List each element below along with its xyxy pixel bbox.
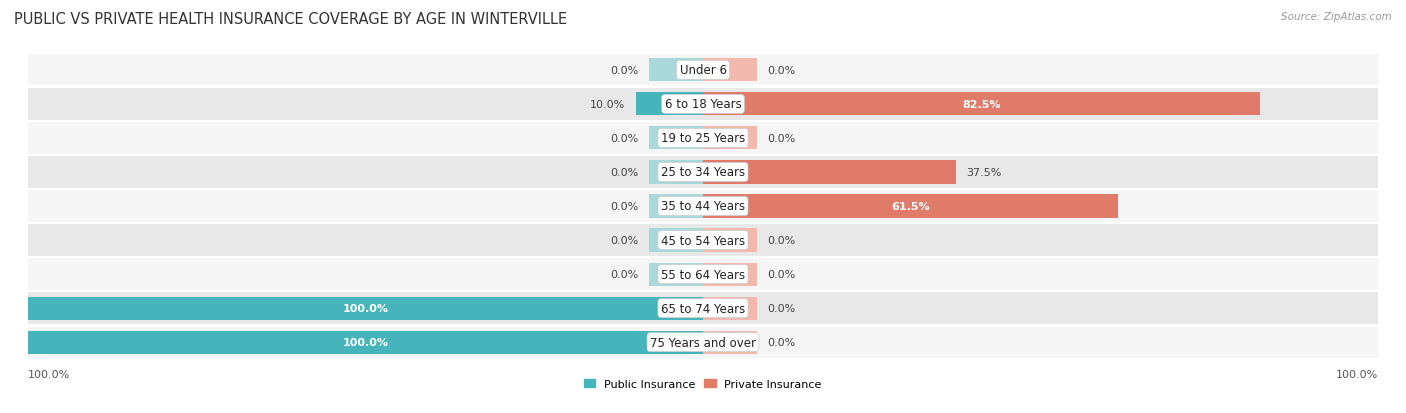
Text: 0.0%: 0.0% <box>768 269 796 280</box>
Bar <box>650 229 703 252</box>
Text: 0.0%: 0.0% <box>610 235 638 245</box>
Bar <box>28 89 1378 120</box>
Text: 19 to 25 Years: 19 to 25 Years <box>661 132 745 145</box>
Text: 100.0%: 100.0% <box>343 337 388 347</box>
Text: 25 to 34 Years: 25 to 34 Years <box>661 166 745 179</box>
Bar <box>28 191 1378 222</box>
Bar <box>28 259 1378 290</box>
Bar <box>28 55 1378 86</box>
Bar <box>650 263 703 286</box>
Bar <box>28 225 1378 256</box>
Text: 100.0%: 100.0% <box>343 304 388 313</box>
Text: 0.0%: 0.0% <box>768 337 796 347</box>
Bar <box>703 127 756 150</box>
Text: 0.0%: 0.0% <box>768 66 796 76</box>
Bar <box>650 59 703 82</box>
Text: PUBLIC VS PRIVATE HEALTH INSURANCE COVERAGE BY AGE IN WINTERVILLE: PUBLIC VS PRIVATE HEALTH INSURANCE COVER… <box>14 12 567 27</box>
Text: 55 to 64 Years: 55 to 64 Years <box>661 268 745 281</box>
Text: 6 to 18 Years: 6 to 18 Years <box>665 98 741 111</box>
Text: 37.5%: 37.5% <box>966 168 1001 178</box>
Text: Under 6: Under 6 <box>679 64 727 77</box>
Text: 0.0%: 0.0% <box>610 133 638 144</box>
Bar <box>28 157 1378 188</box>
Bar <box>703 195 1118 218</box>
Bar <box>650 161 703 184</box>
Text: 100.0%: 100.0% <box>1336 370 1378 380</box>
Text: 82.5%: 82.5% <box>962 100 1001 109</box>
Bar <box>703 93 1260 116</box>
Text: 0.0%: 0.0% <box>768 235 796 245</box>
Text: 100.0%: 100.0% <box>28 370 70 380</box>
Bar <box>703 59 756 82</box>
Text: 45 to 54 Years: 45 to 54 Years <box>661 234 745 247</box>
Legend: Public Insurance, Private Insurance: Public Insurance, Private Insurance <box>579 375 827 394</box>
Text: 75 Years and over: 75 Years and over <box>650 336 756 349</box>
Text: 0.0%: 0.0% <box>768 133 796 144</box>
Bar <box>650 195 703 218</box>
Text: Source: ZipAtlas.com: Source: ZipAtlas.com <box>1281 12 1392 22</box>
Text: 61.5%: 61.5% <box>891 202 929 211</box>
Bar <box>703 229 756 252</box>
Text: 10.0%: 10.0% <box>591 100 626 109</box>
Text: 65 to 74 Years: 65 to 74 Years <box>661 302 745 315</box>
Text: 0.0%: 0.0% <box>768 304 796 313</box>
Bar <box>703 263 756 286</box>
Bar <box>703 297 756 320</box>
Text: 35 to 44 Years: 35 to 44 Years <box>661 200 745 213</box>
Bar <box>28 331 703 354</box>
Bar <box>28 123 1378 154</box>
Bar <box>703 161 956 184</box>
Text: 0.0%: 0.0% <box>610 66 638 76</box>
Bar <box>636 93 703 116</box>
Bar <box>650 127 703 150</box>
Text: 0.0%: 0.0% <box>610 202 638 211</box>
Text: 0.0%: 0.0% <box>610 168 638 178</box>
Bar <box>28 293 1378 324</box>
Text: 0.0%: 0.0% <box>610 269 638 280</box>
Bar <box>28 297 703 320</box>
Bar <box>28 327 1378 358</box>
Bar <box>703 331 756 354</box>
